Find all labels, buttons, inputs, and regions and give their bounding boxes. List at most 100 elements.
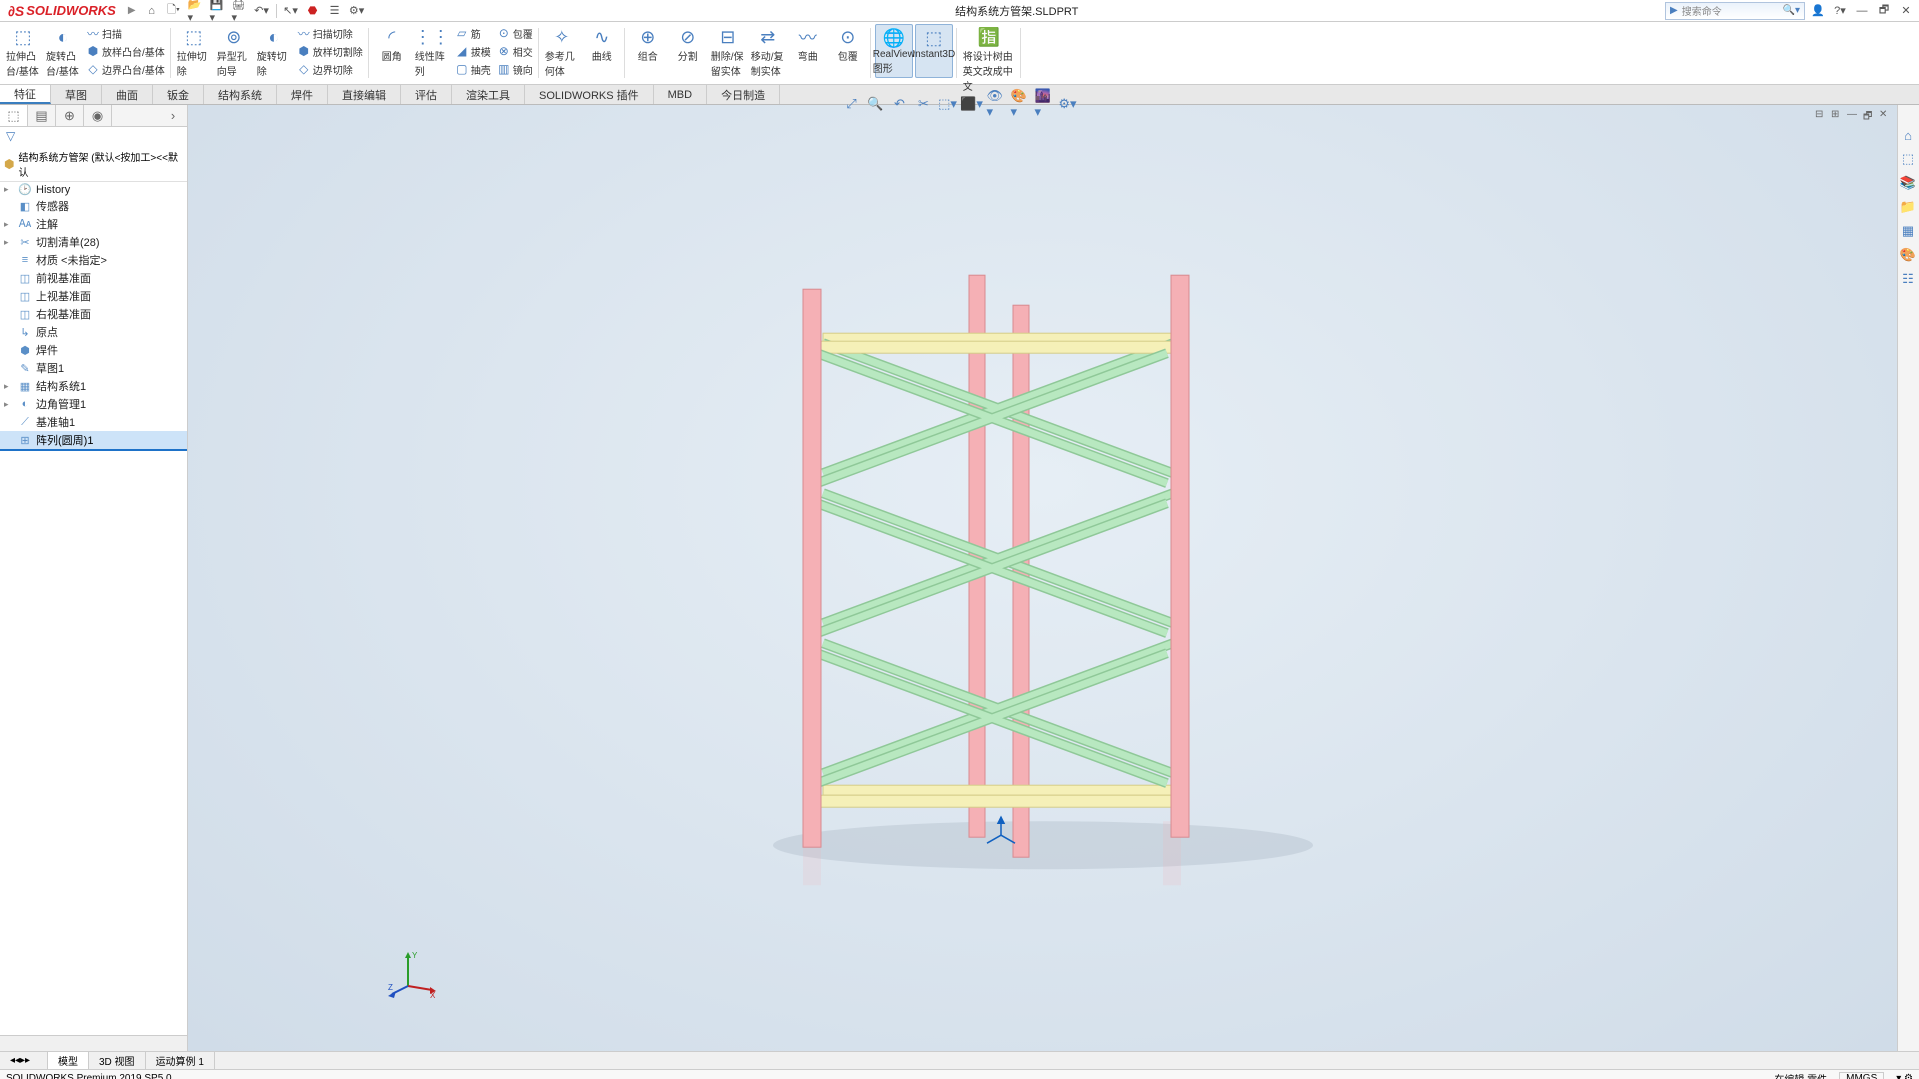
tree-item[interactable]: ◫前视基准面 bbox=[0, 269, 187, 287]
home-pane-icon[interactable]: ⌂ bbox=[1898, 125, 1918, 145]
filter-icon[interactable]: ▽ bbox=[0, 127, 187, 147]
tab-render[interactable]: 渲染工具 bbox=[452, 85, 525, 104]
tree-item[interactable]: ⊞阵列(圆周)1 bbox=[0, 431, 187, 451]
cut-loft-button[interactable]: ⬢放样切割除 bbox=[295, 42, 365, 60]
zoom-fit-icon[interactable]: ⤢ bbox=[843, 95, 861, 113]
split-button[interactable]: ⊘分割 bbox=[669, 24, 707, 80]
btab-arrows[interactable]: ◂◂▸▸ bbox=[0, 1052, 48, 1069]
tree-item[interactable]: ▸✂切割清单(28) bbox=[0, 233, 187, 251]
save-icon[interactable]: 💾▾ bbox=[210, 3, 226, 19]
print-icon[interactable]: 🖨▾ bbox=[232, 3, 248, 19]
tab-surface[interactable]: 曲面 bbox=[102, 85, 153, 104]
config-mgr-tab[interactable]: ⊕ bbox=[56, 105, 84, 126]
flex-button[interactable]: 〰弯曲 bbox=[789, 24, 827, 80]
btab-motion[interactable]: 运动算例 1 bbox=[146, 1052, 215, 1069]
edit-appearance-icon[interactable]: 🎨▾ bbox=[1011, 95, 1029, 113]
pattern-button[interactable]: ⋮⋮线性阵列 bbox=[413, 24, 451, 80]
btab-3dview[interactable]: 3D 视图 bbox=[89, 1052, 146, 1069]
vp-collapse-icon[interactable]: ⊟ bbox=[1815, 109, 1829, 123]
cut-extrude-button[interactable]: ⬚拉伸切除 bbox=[175, 24, 213, 80]
dim-mgr-tab[interactable]: ◉ bbox=[84, 105, 112, 126]
tree-item[interactable]: ▸◐边角管理1 bbox=[0, 395, 187, 413]
home-icon[interactable]: ⌂ bbox=[144, 3, 160, 19]
tab-today[interactable]: 今日制造 bbox=[707, 85, 780, 104]
cut-boundary-button[interactable]: ◇边界切除 bbox=[295, 60, 365, 78]
display-style-icon[interactable]: ⬛▾ bbox=[963, 95, 981, 113]
tab-directedit[interactable]: 直接编辑 bbox=[328, 85, 401, 104]
feature-tree-tab[interactable]: ⬚ bbox=[0, 105, 28, 126]
hide-show-icon[interactable]: 👁▾ bbox=[987, 95, 1005, 113]
collapse-icon[interactable]: › bbox=[159, 105, 187, 126]
status-flags[interactable]: ▾ ⚙ bbox=[1896, 1073, 1913, 1079]
boss-extrude-button[interactable]: ⬚拉伸凸台/基体 bbox=[4, 24, 42, 80]
cut-sweep-button[interactable]: 〰扫描切除 bbox=[295, 24, 365, 42]
tree-item[interactable]: ▸🕑History bbox=[0, 182, 187, 197]
search-input[interactable]: ▶搜索命令🔍▾ bbox=[1665, 2, 1805, 20]
draft-button[interactable]: ◢拔模 bbox=[453, 42, 493, 60]
tab-weldment[interactable]: 焊件 bbox=[277, 85, 328, 104]
curves-button[interactable]: ∿曲线 bbox=[583, 24, 621, 80]
apply-scene-icon[interactable]: 🌆▾ bbox=[1035, 95, 1053, 113]
tree-item[interactable]: ✎草图1 bbox=[0, 359, 187, 377]
tree-item[interactable]: ▸🗛注解 bbox=[0, 215, 187, 233]
fillet-button[interactable]: ◜圆角 bbox=[373, 24, 411, 80]
settings-icon[interactable]: ⚙▾ bbox=[349, 3, 365, 19]
tab-mbd[interactable]: MBD bbox=[654, 85, 707, 104]
tree-item[interactable]: ⟋基准轴1 bbox=[0, 413, 187, 431]
translate-tree-button[interactable]: 🈯将设计树由英文改成中文 bbox=[961, 24, 1017, 95]
tab-sheetmetal[interactable]: 钣金 bbox=[153, 85, 204, 104]
close-icon[interactable]: ✕ bbox=[1897, 3, 1915, 19]
tab-sketch[interactable]: 草图 bbox=[51, 85, 102, 104]
select-icon[interactable]: ↖▾ bbox=[283, 3, 299, 19]
tree-item[interactable]: ◫右视基准面 bbox=[0, 305, 187, 323]
cut-revolve-button[interactable]: ◐旋转切除 bbox=[255, 24, 293, 80]
new-icon[interactable]: 🗋▾ bbox=[166, 3, 182, 19]
tree-scrollbar[interactable] bbox=[0, 1035, 187, 1051]
rib-button[interactable]: ▱筋 bbox=[453, 24, 493, 42]
status-units[interactable]: MMGS bbox=[1839, 1072, 1884, 1079]
boundary-button[interactable]: ◇边界凸台/基体 bbox=[84, 60, 167, 78]
resources-icon[interactable]: ⬚ bbox=[1898, 149, 1918, 169]
undo-icon[interactable]: ↶▾ bbox=[254, 3, 270, 19]
intersect-button[interactable]: ⊗相交 bbox=[495, 42, 535, 60]
rebuild-icon[interactable]: ⬣ bbox=[305, 3, 321, 19]
options-icon[interactable]: ☰ bbox=[327, 3, 343, 19]
vp-min-icon[interactable]: — bbox=[1847, 109, 1861, 123]
help-icon[interactable]: ?▾ bbox=[1831, 3, 1849, 19]
user-icon[interactable]: 👤 bbox=[1809, 3, 1827, 19]
tree-item[interactable]: ◫上视基准面 bbox=[0, 287, 187, 305]
btab-model[interactable]: 模型 bbox=[48, 1052, 89, 1069]
tab-structure[interactable]: 结构系统 bbox=[204, 85, 277, 104]
appearances-icon[interactable]: 🎨 bbox=[1898, 245, 1918, 265]
tab-evaluate[interactable]: 评估 bbox=[401, 85, 452, 104]
tree-item[interactable]: ▸▦结构系统1 bbox=[0, 377, 187, 395]
section-icon[interactable]: ✂ bbox=[915, 95, 933, 113]
combine-button[interactable]: ⊕组合 bbox=[629, 24, 667, 80]
sweep-button[interactable]: 〰扫描 bbox=[84, 24, 167, 42]
wrap-button[interactable]: ⊙包覆 bbox=[495, 24, 535, 42]
view-orient-icon[interactable]: ⬚▾ bbox=[939, 95, 957, 113]
tree-item[interactable]: ⬢焊件 bbox=[0, 341, 187, 359]
tree-item[interactable]: ≡材质 <未指定> bbox=[0, 251, 187, 269]
zoom-area-icon[interactable]: 🔍 bbox=[867, 95, 885, 113]
move-copy-button[interactable]: ⇄移动/复制实体 bbox=[749, 24, 787, 80]
ref-geom-button[interactable]: ✧参考几何体 bbox=[543, 24, 581, 80]
tree-root[interactable]: ⬢结构系统方管架 (默认<按加工><<默认 bbox=[0, 147, 187, 182]
prev-view-icon[interactable]: ↶ bbox=[891, 95, 909, 113]
view-palette-icon[interactable]: ▦ bbox=[1898, 221, 1918, 241]
tab-addins[interactable]: SOLIDWORKS 插件 bbox=[525, 85, 654, 104]
restore-icon[interactable]: 🗗 bbox=[1875, 3, 1893, 19]
vp-tile-icon[interactable]: ⊞ bbox=[1831, 109, 1845, 123]
shell-button[interactable]: ▢抽壳 bbox=[453, 60, 493, 78]
minimize-icon[interactable]: — bbox=[1853, 3, 1871, 19]
tree-item[interactable]: ◧传感器 bbox=[0, 197, 187, 215]
file-explorer-icon[interactable]: 📁 bbox=[1898, 197, 1918, 217]
mirror-button[interactable]: ▥镜向 bbox=[495, 60, 535, 78]
tree-item[interactable]: ↳原点 bbox=[0, 323, 187, 341]
loft-button[interactable]: ⬢放样凸台/基体 bbox=[84, 42, 167, 60]
boss-revolve-button[interactable]: ◐旋转凸台/基体 bbox=[44, 24, 82, 80]
view-settings-icon[interactable]: ⚙▾ bbox=[1059, 95, 1077, 113]
design-lib-icon[interactable]: 📚 bbox=[1898, 173, 1918, 193]
property-mgr-tab[interactable]: ▤ bbox=[28, 105, 56, 126]
delete-body-button[interactable]: ⊟删除/保留实体 bbox=[709, 24, 747, 80]
